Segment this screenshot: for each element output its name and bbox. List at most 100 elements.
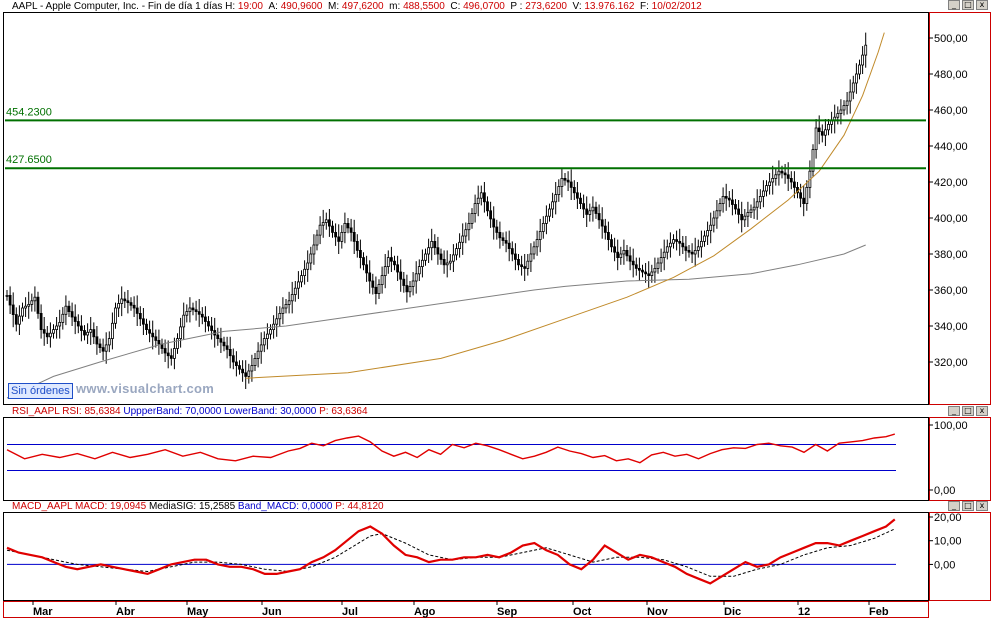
price-candle-body — [349, 227, 353, 233]
time-tick-label: Jul — [342, 606, 358, 618]
time-tick-label: May — [187, 606, 209, 618]
minimize-button-rsi[interactable]: _ — [948, 406, 960, 416]
price-candle-body — [327, 219, 331, 227]
price-candle-body — [396, 264, 400, 273]
price-candle-body — [343, 222, 347, 233]
price-candle-body — [693, 249, 697, 255]
macd-p-value: 44,8120 — [347, 501, 384, 512]
close-button-macd[interactable]: x — [976, 501, 988, 511]
price-candle-body — [594, 206, 598, 214]
macd-name: MACD_AAPL — [12, 501, 73, 512]
price-candle-body — [250, 365, 254, 372]
price-candle-body — [337, 236, 341, 242]
price-candle-body — [210, 325, 214, 331]
price-candle-body — [656, 262, 660, 269]
price-candle-body — [765, 185, 768, 192]
price-candle-body — [718, 203, 722, 212]
price-candle-body — [83, 330, 86, 336]
price-candle-body — [389, 257, 393, 262]
minimize-button-macd[interactable]: _ — [948, 501, 960, 511]
price-candle-body — [514, 253, 517, 260]
price-ytick-label: 360,00 — [934, 285, 968, 297]
price-candle-body — [631, 260, 635, 266]
price-candle-body — [467, 222, 471, 231]
price-candle-body — [138, 312, 142, 320]
price-candle-body — [557, 186, 561, 196]
price-candle-body — [414, 273, 418, 282]
price-candle-body — [334, 231, 338, 238]
rsi-header: RSI_AAPL RSI: 85,6384 UppperBand: 70,000… — [12, 406, 368, 417]
price-candle-body — [616, 251, 620, 258]
maximize-button-rsi[interactable]: □ — [962, 406, 974, 416]
price-candle-body — [117, 303, 120, 309]
price-candle-body — [520, 264, 523, 267]
price-candle-body — [104, 344, 108, 352]
close-button-rsi[interactable]: x — [976, 406, 988, 416]
close-button-price[interactable]: x — [976, 0, 988, 10]
price-candle-body — [129, 302, 133, 306]
price-candle-body — [715, 210, 719, 219]
price-candle-body — [681, 242, 685, 248]
close-value: 496,0700 — [463, 1, 505, 12]
minimize-button-price[interactable]: _ — [948, 0, 960, 10]
price-candle-body — [755, 201, 759, 208]
price-candle-body — [842, 105, 846, 111]
price-candle-body — [811, 149, 815, 172]
rsi-value: 85,6384 — [84, 406, 121, 417]
price-candle-body — [762, 190, 765, 197]
price-candle-body — [216, 334, 220, 339]
price-candle-body — [436, 247, 440, 255]
maximize-button-price[interactable]: □ — [962, 0, 974, 10]
horizontal-level-label: 427.6500 — [6, 154, 52, 166]
rsi-ytick-label: 0,00 — [934, 485, 955, 497]
price-candle-body — [244, 372, 248, 377]
price-candle-body — [417, 266, 421, 275]
price-candle-body — [80, 325, 83, 331]
price-candle-body — [455, 248, 458, 256]
price-candle-body — [820, 131, 824, 136]
price-candle-body — [27, 303, 31, 307]
price-ytick-label: 460,00 — [934, 105, 968, 117]
status-badge[interactable]: Sin órdenes — [8, 383, 73, 399]
price-candle-body — [600, 219, 604, 227]
price-candle-body — [464, 229, 468, 237]
price-candle-body — [17, 315, 21, 325]
price-candle-body — [39, 312, 43, 330]
price-candle-body — [200, 313, 204, 318]
price-candle-body — [225, 345, 229, 350]
price-candle-body — [476, 197, 480, 204]
time-tick-label: Dic — [724, 606, 741, 618]
price-candle-body — [786, 174, 790, 179]
time-tick-label: Ago — [414, 606, 436, 618]
price-candle-body — [706, 230, 709, 237]
price-candle-body — [36, 296, 40, 314]
price-candle-body — [247, 370, 251, 377]
price-candle-body — [650, 271, 654, 276]
price-ytick-label: 500,00 — [934, 33, 968, 45]
macd-value: 19,0945 — [110, 501, 147, 512]
rsi-axis — [929, 417, 991, 501]
price-ytick-label: 380,00 — [934, 249, 968, 261]
price-candle-body — [662, 251, 666, 258]
price-candle-body — [101, 347, 105, 352]
price-candle-body — [507, 242, 511, 249]
price-candle-body — [545, 215, 548, 224]
rsi-ytick-label: 100,00 — [934, 420, 968, 432]
price-candle-body — [672, 239, 675, 244]
price-candle-body — [495, 226, 499, 233]
price-candle-body — [473, 203, 477, 214]
price-candle-body — [554, 194, 558, 203]
price-axis — [929, 12, 991, 405]
price-candle-body — [541, 222, 545, 232]
price-candle-body — [582, 203, 585, 210]
price-candle-body — [33, 296, 37, 302]
price-candle-body — [709, 224, 713, 231]
price-candle-body — [402, 278, 406, 286]
price-candle-body — [92, 329, 96, 338]
price-candle-body — [182, 314, 186, 328]
price-candle-body — [52, 329, 55, 334]
price-candle-body — [579, 197, 582, 204]
rsi-panel — [3, 417, 929, 501]
maximize-button-macd[interactable]: □ — [962, 501, 974, 511]
price-candle-body — [45, 332, 49, 338]
